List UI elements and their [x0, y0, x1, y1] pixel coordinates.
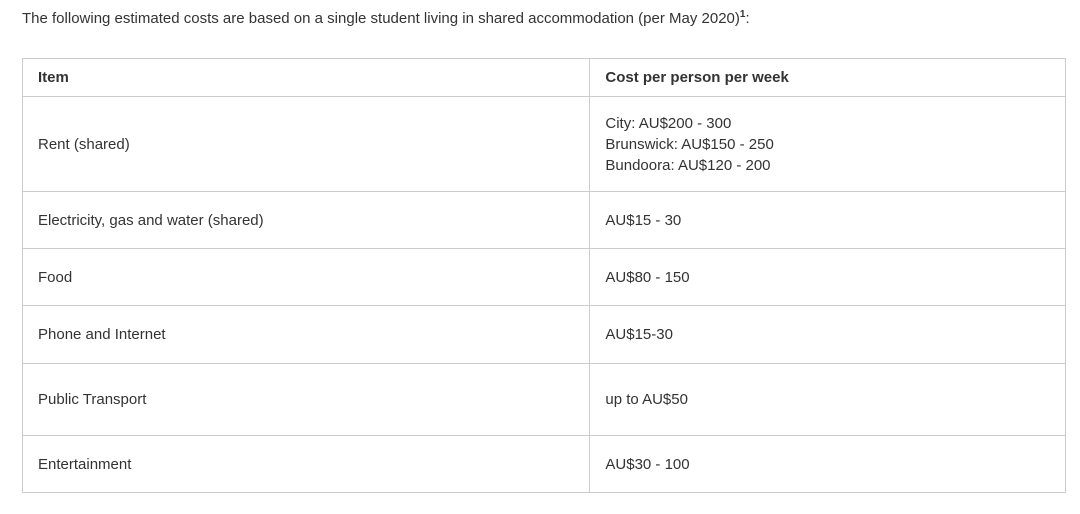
cost-line: AU$15-30	[605, 326, 673, 343]
cost-cell: AU$15-30	[589, 305, 1066, 364]
cost-line: City: AU$200 - 300	[605, 114, 732, 132]
item-cell: Entertainment	[21, 435, 591, 493]
cost-line: AU$80 - 150	[605, 268, 690, 286]
intro-text-main: The following estimated costs are based …	[22, 10, 740, 27]
column-header-item: Item	[21, 58, 591, 97]
cost-line: Brunswick: AU$150 - 250	[605, 135, 774, 153]
item-cell: Rent (shared)	[21, 96, 591, 192]
cost-cell: AU$80 - 150	[589, 248, 1066, 306]
table-row: Public Transport up to AU$50	[21, 363, 1066, 436]
table-header: Item Cost per person per week	[21, 58, 1066, 97]
cost-line: AU$30 - 100	[605, 455, 690, 473]
living-costs-table: Item Cost per person per week Rent (shar…	[21, 58, 1066, 493]
item-cell: Electricity, gas and water (shared)	[21, 191, 591, 249]
column-header-cost: Cost per person per week	[589, 58, 1066, 97]
item-cell: Food	[21, 248, 591, 306]
cost-cell: AU$15 - 30	[589, 191, 1066, 249]
table-row: Entertainment AU$30 - 100	[21, 435, 1066, 493]
table-header-row: Item Cost per person per week	[21, 58, 1066, 97]
cost-cell: up to AU$50	[589, 363, 1066, 436]
cost-line: AU$15 - 30	[605, 211, 682, 229]
table-row: Phone and Internet AU$15-30	[21, 305, 1066, 364]
intro-text: The following estimated costs are based …	[22, 8, 1080, 30]
table-row: Electricity, gas and water (shared) AU$15…	[21, 191, 1066, 249]
table-body: Rent (shared) City: AU$200 - 300 Brunswick…	[21, 96, 1066, 493]
item-cell: Public Transport	[21, 363, 591, 436]
item-cell: Phone and Internet	[21, 305, 591, 364]
cost-line: Bundoora: AU$120 - 200	[605, 156, 771, 174]
intro-text-suffix: :	[745, 10, 750, 27]
cost-line: up to AU$50	[605, 391, 688, 408]
table-row: Food AU$80 - 150	[21, 248, 1066, 306]
cost-cell: City: AU$200 - 300 Brunswick: AU$150 - 25…	[589, 96, 1066, 192]
cost-cell: AU$30 - 100	[589, 435, 1066, 493]
table-row: Rent (shared) City: AU$200 - 300 Brunswick…	[21, 96, 1066, 192]
footnote-marker: 1	[739, 9, 746, 20]
